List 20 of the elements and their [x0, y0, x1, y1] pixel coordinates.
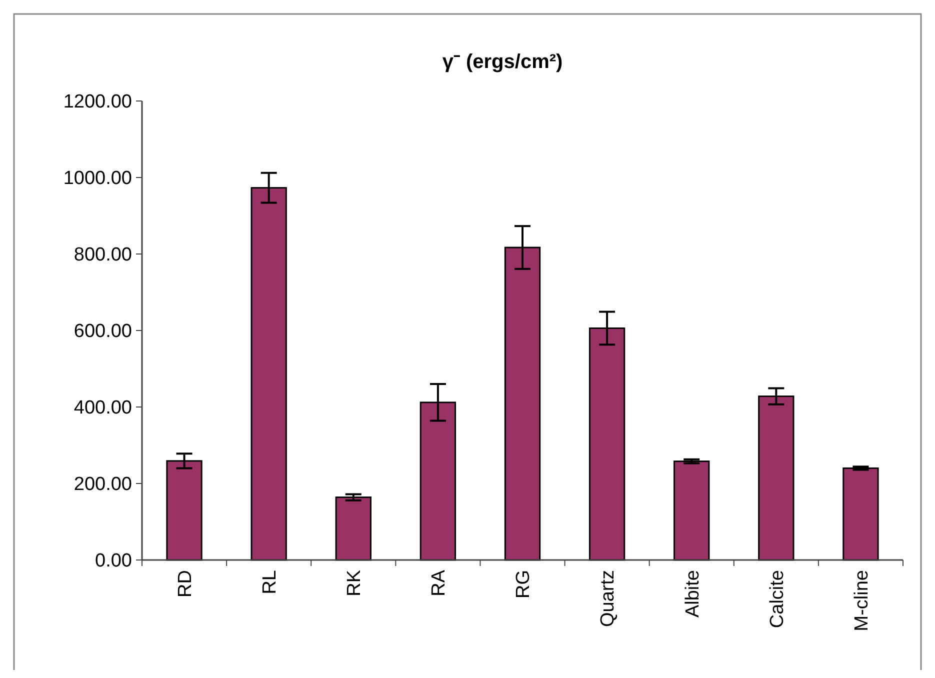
y-tick-label: 0.00: [95, 550, 132, 572]
x-tick-label: Albite: [682, 570, 704, 618]
chart-title: γ⁻ (ergs/cm²): [442, 51, 563, 73]
y-tick-label: 1200.00: [63, 92, 132, 113]
y-tick-label: 600.00: [74, 321, 132, 342]
y-tick-label: 200.00: [74, 474, 132, 496]
y-tick-label: 1000.00: [63, 168, 132, 190]
x-tick-label: Quartz: [598, 570, 619, 628]
x-tick-label: Calcite: [766, 570, 788, 628]
bar: [842, 467, 879, 561]
x-tick-label: RG: [513, 570, 534, 598]
x-tick-label: RL: [259, 570, 280, 594]
x-tick-label: RK: [344, 570, 366, 596]
x-tick-label: RA: [428, 570, 450, 596]
x-tick-label: RD: [174, 570, 196, 598]
bar: [674, 460, 710, 561]
y-tick-label: 800.00: [74, 244, 132, 266]
y-tick-label: 400.00: [74, 398, 132, 419]
x-tick-label: M-cline: [851, 570, 872, 632]
bar: [335, 496, 372, 561]
